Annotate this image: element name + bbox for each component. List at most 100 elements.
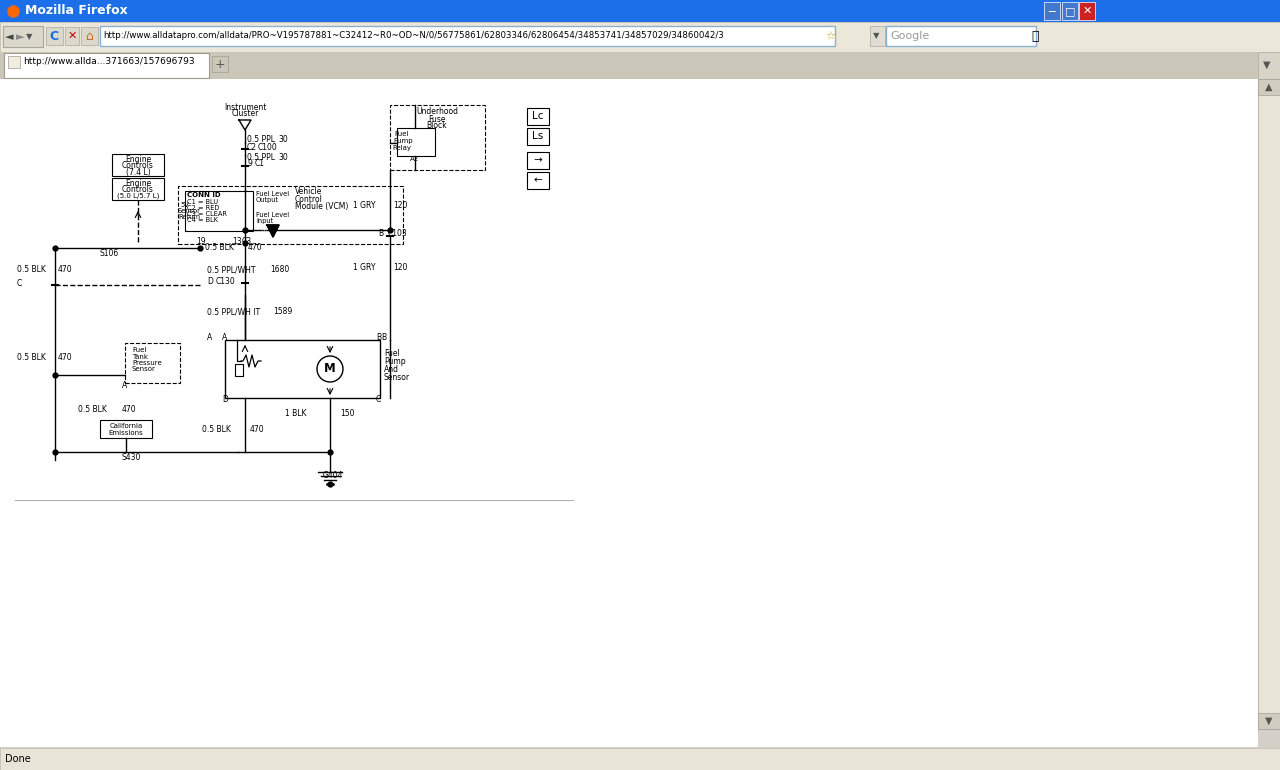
Text: California: California [109, 423, 142, 429]
Text: D: D [221, 396, 228, 404]
Text: Cluster: Cluster [232, 109, 259, 118]
Bar [527, 128, 549, 145]
Bar [4, 53, 209, 78]
Bar [0, 79, 1258, 747]
Text: S430: S430 [122, 454, 141, 463]
Text: 0.5 PPL: 0.5 PPL [247, 136, 275, 145]
Text: 🔍: 🔍 [1032, 29, 1039, 42]
Text: C: C [17, 279, 22, 287]
Text: 120: 120 [393, 200, 407, 209]
Text: G404: G404 [323, 471, 343, 480]
Text: Ls: Ls [532, 131, 544, 141]
Text: (5.0 L/5.7 L): (5.0 L/5.7 L) [116, 192, 159, 199]
Text: C1 = BLU: C1 = BLU [187, 199, 218, 205]
Text: Engine: Engine [125, 156, 151, 165]
Text: (7.4 L): (7.4 L) [125, 168, 150, 176]
Bar [870, 26, 884, 46]
Bar [1079, 2, 1094, 20]
Text: S106: S106 [100, 249, 119, 257]
Bar [100, 26, 835, 46]
Text: Underhood: Underhood [416, 108, 458, 116]
Text: Sensor: Sensor [178, 208, 201, 214]
Text: Controls: Controls [122, 186, 154, 195]
Text: +: + [215, 58, 225, 71]
Bar [1044, 2, 1060, 20]
Text: A: A [122, 380, 127, 390]
Text: 0.5 PPL/WHT: 0.5 PPL/WHT [207, 266, 256, 274]
Text: 0.5 PPL/WH IT: 0.5 PPL/WH IT [207, 307, 260, 316]
Text: A: A [221, 333, 228, 343]
Text: 0.5 BLK: 0.5 BLK [17, 266, 46, 274]
Bar [1062, 2, 1078, 20]
Text: 30: 30 [278, 136, 288, 145]
Bar [0, 748, 1280, 770]
Text: Mozilla Firefox: Mozilla Firefox [26, 5, 128, 18]
Text: A2: A2 [410, 156, 419, 162]
Text: ☆: ☆ [826, 31, 835, 41]
Text: C: C [376, 396, 381, 404]
Bar [886, 26, 1036, 46]
Text: 470: 470 [58, 353, 73, 363]
Text: ►: ► [15, 32, 24, 42]
Bar [1258, 79, 1280, 729]
Text: ✕: ✕ [1083, 6, 1092, 16]
Bar [100, 420, 152, 438]
Text: 1 BLK: 1 BLK [285, 409, 306, 417]
Text: A: A [207, 333, 212, 343]
Text: C: C [50, 29, 59, 42]
Text: C1: C1 [255, 159, 265, 169]
Bar [65, 27, 79, 45]
Text: ▼: ▼ [873, 32, 879, 41]
Text: Google: Google [890, 31, 929, 41]
Text: C2 = RED: C2 = RED [187, 205, 219, 211]
Text: Instrument: Instrument [224, 102, 266, 112]
Bar [113, 178, 164, 200]
Text: Output: Output [256, 197, 279, 203]
Text: CONN ID: CONN ID [187, 192, 220, 198]
Text: ▼: ▼ [1265, 716, 1272, 726]
Text: Return: Return [178, 214, 200, 220]
Text: http://www.alldatapro.com/alldata/PRO~V195787881~C32412~R0~OD~N/0/56775861/62803: http://www.alldatapro.com/alldata/PRO~V1… [102, 32, 723, 41]
Text: ▲: ▲ [1265, 82, 1272, 92]
Text: 9: 9 [247, 159, 252, 169]
Text: Control: Control [294, 195, 323, 203]
Text: Done: Done [5, 754, 31, 764]
Text: ⌂: ⌂ [84, 29, 93, 42]
Polygon shape [268, 225, 279, 237]
Text: Fuel Level: Fuel Level [256, 212, 289, 218]
Text: Fuel: Fuel [384, 349, 399, 357]
Text: ←: ← [534, 175, 543, 185]
Text: ✕: ✕ [68, 31, 77, 41]
Bar [113, 154, 164, 176]
Text: C103: C103 [388, 229, 408, 239]
Bar [1258, 79, 1280, 95]
Text: □: □ [1065, 6, 1075, 16]
Text: http://www.allda...371663/157696793: http://www.allda...371663/157696793 [23, 58, 195, 66]
Text: C100: C100 [259, 142, 278, 152]
Text: C3 = CLEAR: C3 = CLEAR [187, 211, 227, 217]
Text: C4 = BLK: C4 = BLK [187, 217, 218, 223]
Text: 0.5 PPL: 0.5 PPL [247, 152, 275, 162]
Text: 0.5 BLK: 0.5 BLK [205, 243, 234, 253]
Text: Pump: Pump [384, 357, 406, 366]
Bar [3, 26, 44, 47]
Text: 1589: 1589 [273, 307, 292, 316]
Text: 0.5 BLK: 0.5 BLK [17, 353, 46, 363]
Text: 120: 120 [393, 263, 407, 273]
Circle shape [317, 356, 343, 382]
Bar [236, 364, 243, 376]
Text: Sensor: Sensor [132, 366, 156, 372]
Text: Input: Input [256, 218, 273, 224]
Bar [0, 52, 1280, 79]
Bar [527, 172, 549, 189]
Text: Fuse: Fuse [429, 115, 445, 123]
Bar [8, 56, 20, 68]
Bar [178, 186, 403, 244]
Text: Fuel: Fuel [132, 347, 146, 353]
Text: Engine: Engine [125, 179, 151, 189]
Text: Sensor: Sensor [384, 373, 410, 381]
Text: ─: ─ [1048, 6, 1056, 16]
Bar [225, 340, 380, 398]
Text: ⚠: ⚠ [260, 226, 269, 236]
Bar [1258, 52, 1280, 79]
